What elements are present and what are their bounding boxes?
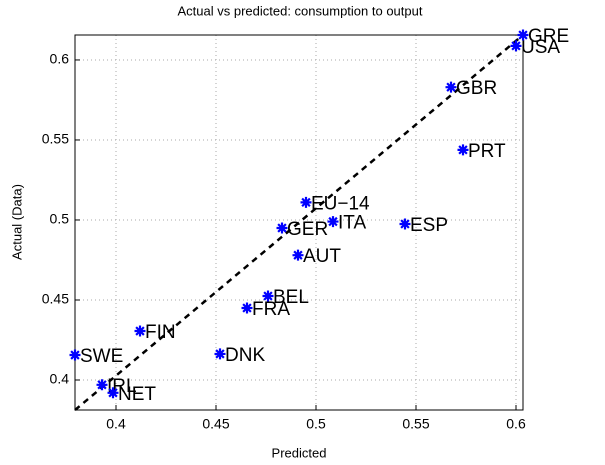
point [96,379,108,391]
point-label: AUT [303,246,341,267]
point-label: PRT [468,141,506,162]
x-tick-label: 0.4 [106,416,126,432]
y-tick-label: 0.6 [50,51,70,67]
x-tick-label: 0.6 [506,416,526,432]
x-tick-label: 0.55 [402,416,429,432]
point-label: GER [287,219,328,240]
point-label: NET [118,384,156,405]
point [292,249,304,261]
x-tick-label: 0.45 [202,416,229,432]
point-label: EU−14 [311,193,370,214]
y-tick-label: 0.45 [42,291,69,307]
point [327,216,339,228]
y-tick-label: 0.4 [50,371,70,387]
point-label: DNK [225,345,265,366]
point [399,218,411,230]
point [300,196,312,208]
point [517,29,529,41]
point [457,144,469,156]
point-label: BEL [273,287,309,308]
point-label: FRA [252,299,290,320]
point [134,325,146,337]
x-tick-label: 0.5 [306,416,326,432]
point-label: FIN [145,322,176,343]
y-tick-label: 0.55 [42,131,69,147]
point [214,348,226,360]
point-label: ESP [410,215,448,236]
point [276,222,288,234]
point-label: SWE [80,346,123,367]
y-tick-label: 0.5 [50,211,70,227]
point-label: GRE [528,26,569,47]
point-label: USA [521,37,560,58]
point-label: ITA [338,213,366,234]
point [510,40,522,52]
chart-title: Actual vs predicted: consumption to outp… [178,3,423,18]
point [445,81,457,93]
plot-frame [74,34,524,411]
point [69,349,81,361]
reference-line [74,34,524,411]
point [262,290,274,302]
point-label: GBR [456,78,497,99]
y-axis-label: Actual (Data) [9,184,24,260]
point [241,302,253,314]
x-axis-label: Predicted [272,445,327,460]
point [107,387,119,399]
